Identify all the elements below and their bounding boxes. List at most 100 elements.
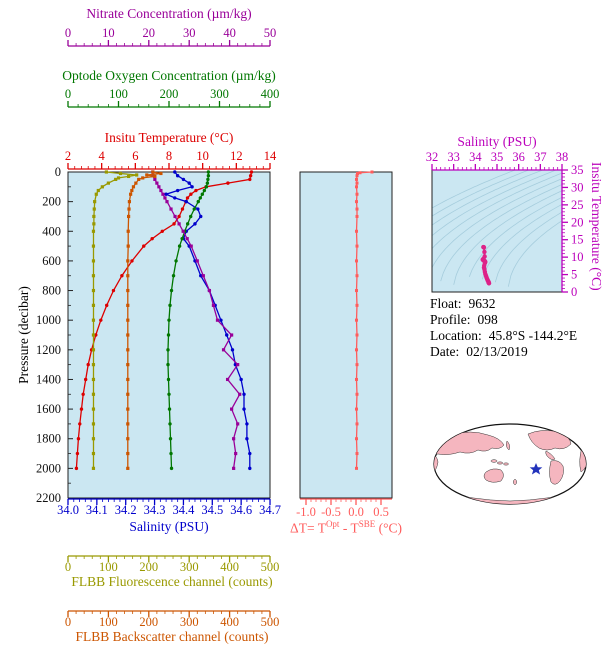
- axis-backscatter: 0 100 200 300 400 500: [65, 610, 280, 629]
- continent-greenland: [558, 426, 570, 434]
- profile-label: Profile:: [430, 312, 471, 327]
- svg-text:400: 400: [261, 87, 280, 101]
- svg-text:300: 300: [180, 615, 199, 629]
- profile-value: 098: [477, 312, 498, 327]
- svg-text:32: 32: [426, 150, 439, 164]
- fluorescence-axis-title: FLBB Fluorescence channel (counts): [71, 574, 273, 589]
- svg-text:10: 10: [571, 250, 584, 264]
- pressure-axis-title: Pressure (decibar): [16, 286, 31, 384]
- ts-temperature-axis-title: Insitu Temperature (°C): [589, 162, 604, 291]
- svg-text:40: 40: [223, 26, 236, 40]
- series-fluorescence: [91, 170, 139, 470]
- svg-text:10: 10: [102, 26, 115, 40]
- svg-text:34.0: 34.0: [57, 503, 79, 517]
- svg-text:-1.0: -1.0: [296, 505, 316, 519]
- axis-nitrate: 0 10 20 30 40 50: [65, 26, 277, 47]
- svg-text:500: 500: [261, 615, 280, 629]
- main-profile-plot: 0200400600800100012001400160018002000220…: [36, 26, 281, 629]
- ts-temperature-axis: 0 5 10 15 20 25 30 35: [561, 163, 584, 299]
- axis-temperature: 2 4 6 8 10 12 14: [65, 149, 277, 170]
- oxygen-axis-title: Optode Oxygen Concentration (µm/kg): [62, 68, 276, 83]
- svg-text:6: 6: [132, 149, 138, 163]
- series-oxygen: [166, 170, 211, 471]
- svg-text:50: 50: [264, 26, 277, 40]
- continent-south-america: [549, 460, 564, 485]
- svg-text:14: 14: [264, 149, 277, 163]
- pressure-axis: 0 200 400 600 800 1000 1200 1400 1600 1800 2000 220…: [36, 165, 73, 505]
- svg-text:-0.5: -0.5: [321, 505, 341, 519]
- svg-text:4: 4: [99, 149, 106, 163]
- date-row: Date: 02/13/2019: [430, 344, 577, 360]
- svg-text:2: 2: [65, 149, 71, 163]
- svg-text:34.5: 34.5: [201, 503, 223, 517]
- svg-text:100: 100: [99, 615, 118, 629]
- delta-t-axis-title: ΔT= TOpt - TSBE (°C): [290, 519, 402, 537]
- ts-salinity-axis: 32 33 34 35 36 37 38: [426, 150, 569, 171]
- series-t-s-curve: [480, 244, 492, 286]
- svg-text:200: 200: [42, 195, 61, 209]
- svg-text:0: 0: [65, 615, 71, 629]
- svg-text:800: 800: [42, 284, 61, 298]
- date-label: Date:: [430, 344, 460, 359]
- svg-text:36: 36: [512, 150, 525, 164]
- svg-text:400: 400: [220, 615, 239, 629]
- nitrate-axis-title: Nitrate Concentration (µm/kg): [86, 6, 252, 21]
- svg-text:500: 500: [261, 560, 280, 574]
- axis-fluorescence: 0 100 200 300 400 500: [65, 555, 280, 574]
- delta-t-axis: -1.0 -0.5 0.0 0.5: [296, 498, 392, 519]
- float-label: Float:: [430, 296, 462, 311]
- series-delta-t: [355, 170, 374, 470]
- location-row: Location: 45.8°S -144.2°E: [430, 328, 577, 344]
- svg-text:30: 30: [183, 26, 196, 40]
- float-row: Float: 9632: [430, 296, 577, 312]
- backscatter-axis-title: FLBB Backscatter channel (counts): [75, 629, 269, 644]
- svg-text:25: 25: [571, 198, 584, 212]
- svg-text:600: 600: [42, 254, 61, 268]
- continent-indonesia: [490, 459, 498, 463]
- svg-text:8: 8: [166, 149, 172, 163]
- ts-diagram: 32 33 34 35 36 37 38 0 5 10 15 20 25 30 35: [426, 150, 584, 299]
- svg-text:38: 38: [556, 150, 569, 164]
- svg-text:0: 0: [65, 26, 71, 40]
- svg-text:34: 34: [469, 150, 482, 164]
- svg-text:0.5: 0.5: [373, 505, 389, 519]
- svg-text:37: 37: [534, 150, 547, 164]
- svg-text:34.7: 34.7: [259, 503, 281, 517]
- svg-text:12: 12: [230, 149, 243, 163]
- svg-text:5: 5: [571, 268, 577, 282]
- series-backscatter: [126, 170, 163, 470]
- svg-text:35: 35: [571, 163, 584, 177]
- delta-t-title-sup2: SBE: [358, 519, 376, 529]
- svg-text:1800: 1800: [36, 432, 61, 446]
- ts-salinity-axis-title: Salinity (PSU): [457, 134, 537, 149]
- delta-t-title-suffix: (°C): [375, 520, 402, 536]
- svg-text:300: 300: [180, 560, 199, 574]
- world-map: [433, 423, 587, 505]
- continent-new-zealand: [513, 479, 517, 485]
- svg-text:20: 20: [143, 26, 156, 40]
- svg-text:200: 200: [160, 87, 179, 101]
- float-value: 9632: [468, 296, 496, 311]
- location-label: Location:: [430, 328, 482, 343]
- continent-africa-east: [579, 446, 586, 473]
- svg-text:34.4: 34.4: [172, 503, 195, 517]
- svg-text:100: 100: [109, 87, 128, 101]
- float-info: Float: 9632 Profile: 098 Location: 45.8°S -…: [430, 296, 577, 360]
- svg-text:0.0: 0.0: [348, 505, 364, 519]
- axis-salinity: 34.0 34.1 34.2 34.3 34.4 34.5 34.6 34.7: [57, 498, 281, 517]
- svg-text:200: 200: [139, 560, 158, 574]
- continent-indonesia: [497, 461, 503, 465]
- svg-text:34.6: 34.6: [230, 503, 252, 517]
- delta-t-plot: -1.0 -0.5 0.0 0.5: [296, 170, 393, 519]
- svg-text:300: 300: [210, 87, 229, 101]
- continent-australia: [483, 468, 504, 483]
- svg-text:2200: 2200: [36, 491, 61, 505]
- svg-text:10: 10: [196, 149, 209, 163]
- location-value: 45.8°S -144.2°E: [488, 328, 578, 343]
- location-star: [529, 463, 543, 475]
- svg-text:0: 0: [571, 285, 577, 299]
- svg-text:2000: 2000: [36, 461, 61, 475]
- svg-text:20: 20: [571, 215, 584, 229]
- delta-t-title-mid: - T: [339, 520, 359, 536]
